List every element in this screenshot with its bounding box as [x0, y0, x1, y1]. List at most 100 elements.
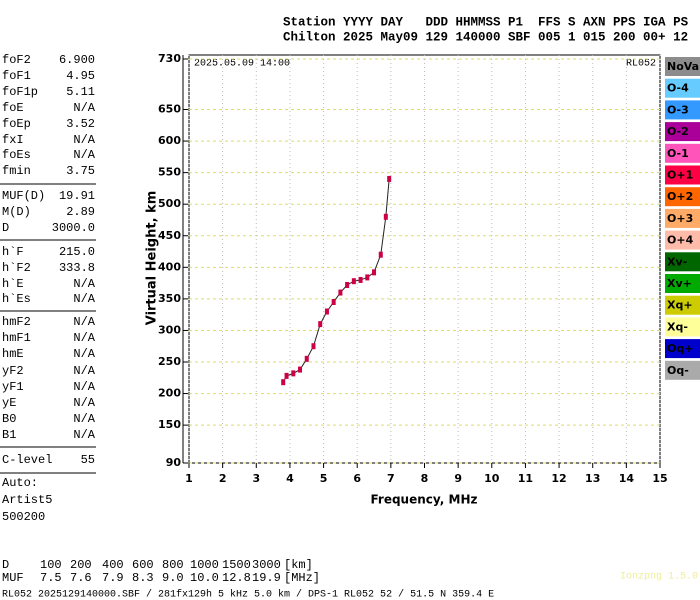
param-label: foE: [2, 101, 24, 115]
y-tick-label: 90: [166, 456, 182, 469]
header-line: Chilton 2025 May09 129 140000 SBF 005 1 …: [283, 30, 688, 44]
muf-cell: 7.6: [70, 571, 92, 585]
y-tick-label: 550: [158, 166, 181, 179]
legend-swatch: [665, 230, 700, 250]
legend-swatch: [665, 339, 700, 359]
y-tick-label: 730: [158, 52, 181, 65]
param-value: N/A: [73, 331, 95, 345]
param-value: 5.11: [66, 85, 95, 99]
param-label: M(D): [2, 205, 31, 219]
param-label: yF2: [2, 364, 24, 378]
x-axis-label: Frequency, MHz: [370, 493, 477, 507]
param-label: B0: [2, 412, 16, 426]
param-label: yE: [2, 396, 16, 410]
muf-cell: 200: [70, 558, 92, 572]
legend-swatch: [665, 295, 700, 315]
x-tick-label: 7: [387, 472, 395, 485]
muf-cell: 7.9: [102, 571, 124, 585]
legend-swatch: [665, 165, 700, 185]
y-tick-label: 400: [158, 260, 181, 273]
param-value: N/A: [73, 428, 95, 442]
param-value: 333.8: [59, 261, 95, 275]
param-value: 6.900: [59, 53, 95, 67]
version: Ionzpng 1.5.0: [620, 572, 698, 583]
x-tick-label: 10: [484, 472, 500, 485]
param-label: foEs: [2, 148, 31, 162]
echo-point: [383, 213, 388, 220]
auto-line: Auto:: [2, 476, 38, 490]
param-value: N/A: [73, 148, 95, 162]
param-value: 215.0: [59, 245, 95, 259]
y-tick-label: 150: [158, 418, 181, 431]
echo-point: [358, 276, 363, 283]
param-value: N/A: [73, 101, 95, 115]
echo-point: [324, 308, 329, 315]
muf-cell: 10.0: [190, 571, 219, 585]
legend-swatch: [665, 208, 700, 228]
legend-swatch: [665, 187, 700, 207]
param-value: 3.52: [66, 117, 95, 131]
param-value: 19.91: [59, 189, 95, 203]
echo-point: [304, 355, 309, 362]
x-tick-label: 2: [219, 472, 227, 485]
legend-swatch: [665, 100, 700, 120]
y-tick-label: 450: [158, 229, 181, 242]
muf-cell: 1500: [222, 558, 251, 572]
param-label: MUF(D): [2, 189, 45, 203]
param-value: N/A: [73, 292, 95, 306]
auto-line: Artist5: [2, 493, 52, 507]
param-value: N/A: [73, 315, 95, 329]
param-label: h`Es: [2, 292, 31, 306]
legend-label: O+4: [667, 234, 694, 247]
muf-cell: 3000: [252, 558, 281, 572]
footer: RL052 2025129140000.SBF / 281fx129h 5 kH…: [2, 589, 494, 600]
legend-label: O-4: [667, 82, 689, 95]
y-tick-label: 600: [158, 134, 181, 147]
param-label: fxI: [2, 133, 24, 147]
legend-label: Xv+: [667, 277, 692, 290]
x-tick-label: 1: [185, 472, 193, 485]
legend-swatch: [665, 57, 700, 76]
y-tick-label: 500: [158, 197, 181, 210]
echo-point: [345, 281, 350, 288]
x-tick-label: 6: [353, 472, 361, 485]
y-tick-label: 350: [158, 292, 181, 305]
param-value: N/A: [73, 364, 95, 378]
x-tick-label: 14: [619, 472, 635, 485]
param-label: foEp: [2, 117, 31, 131]
param-label: foF1p: [2, 85, 38, 99]
param-label: yF1: [2, 380, 24, 394]
param-label: hmF2: [2, 315, 31, 329]
legend-label: O-2: [667, 125, 689, 138]
echo-point: [378, 251, 383, 258]
muf-cell: 7.5: [40, 571, 62, 585]
muf-cell: 1000: [190, 558, 219, 572]
param-label: B1: [2, 428, 16, 442]
echo-point: [351, 278, 356, 285]
param-label: h`F2: [2, 261, 31, 275]
legend-swatch: [665, 143, 700, 163]
muf-cell: 19.9: [252, 571, 281, 585]
param-label: foF2: [2, 53, 31, 67]
x-tick-label: 13: [585, 472, 600, 485]
legend-label: O-1: [667, 147, 689, 160]
param-value: 3.75: [66, 164, 95, 178]
y-tick-label: 250: [158, 355, 181, 368]
legend-label: O+1: [667, 169, 693, 182]
muf-cell: 8.3: [132, 571, 154, 585]
x-tick-label: 8: [421, 472, 429, 485]
muf-cell: 600: [132, 558, 154, 572]
muf-cell: D: [2, 558, 9, 572]
timestamp: 2025.05.09 14:00: [194, 59, 290, 70]
echo-point: [298, 366, 303, 373]
legend-label: O+3: [667, 212, 693, 225]
station-code: RL052: [626, 59, 656, 70]
param-label: h`E: [2, 277, 24, 291]
legend-swatch: [665, 360, 700, 380]
param-value: N/A: [73, 277, 95, 291]
param-label: hmE: [2, 347, 24, 361]
param-label: fmin: [2, 164, 31, 178]
param-value: N/A: [73, 396, 95, 410]
